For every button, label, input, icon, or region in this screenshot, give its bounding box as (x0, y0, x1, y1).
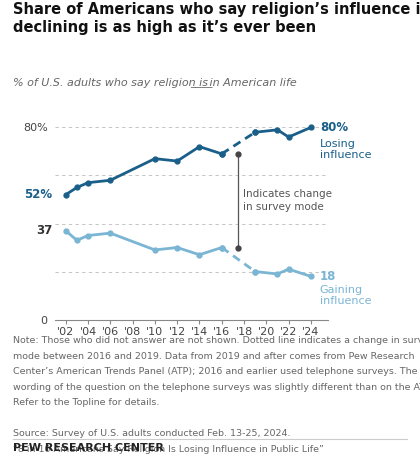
Text: influence: influence (320, 296, 371, 306)
Text: Losing: Losing (320, 140, 356, 149)
Text: % of U.S. adults who say religion is: % of U.S. adults who say religion is (13, 78, 211, 87)
Text: 18: 18 (320, 270, 336, 283)
Text: Refer to the Topline for details.: Refer to the Topline for details. (13, 398, 159, 407)
Text: influence: influence (320, 150, 371, 160)
Text: Share of Americans who say religion’s influence is
declining is as high as it’s : Share of Americans who say religion’s in… (13, 2, 420, 35)
Text: in American life: in American life (206, 78, 297, 87)
Text: Source: Survey of U.S. adults conducted Feb. 13-25, 2024.: Source: Survey of U.S. adults conducted … (13, 429, 290, 438)
Text: Center’s American Trends Panel (ATP); 2016 and earlier used telephone surveys. T: Center’s American Trends Panel (ATP); 20… (13, 367, 417, 376)
Text: 80%: 80% (320, 121, 348, 134)
Text: 37: 37 (36, 224, 52, 237)
Text: Indicates change
in survey mode: Indicates change in survey mode (243, 189, 332, 212)
Text: Gaining: Gaining (320, 285, 363, 295)
Text: “8 in 10 Americans Say Religion Is Losing Influence in Public Life”: “8 in 10 Americans Say Religion Is Losin… (13, 445, 323, 454)
Text: ____: ____ (190, 78, 213, 87)
Text: mode between 2016 and 2019. Data from 2019 and after comes from Pew Research: mode between 2016 and 2019. Data from 20… (13, 352, 414, 360)
Text: PEW RESEARCH CENTER: PEW RESEARCH CENTER (13, 443, 163, 453)
Text: wording of the question on the telephone surveys was slightly different than on : wording of the question on the telephone… (13, 383, 420, 392)
Text: 52%: 52% (24, 188, 52, 201)
Text: Note: Those who did not answer are not shown. Dotted line indicates a change in : Note: Those who did not answer are not s… (13, 336, 420, 345)
